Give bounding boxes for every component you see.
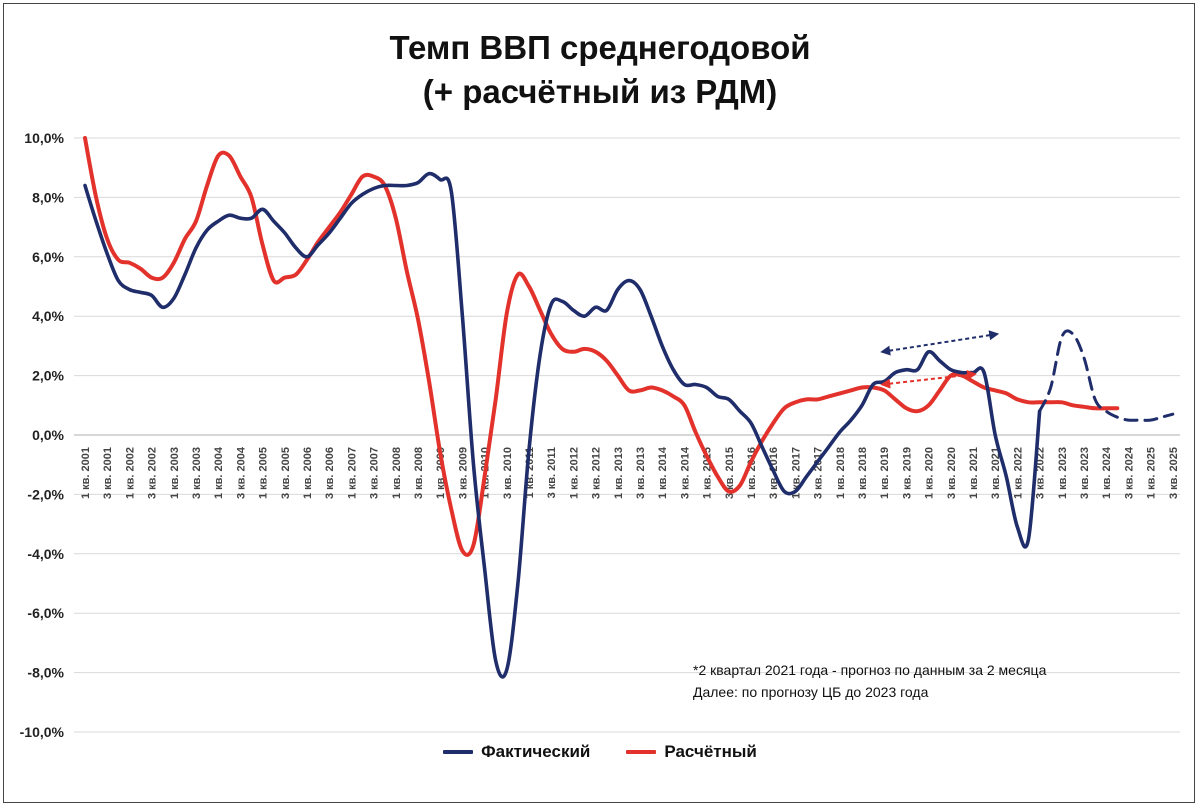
series-line-actual [83,171,1042,679]
x-tick-label: 3 кв. 2021 [990,447,1002,499]
legend-swatch-actual [443,750,474,754]
x-tick-label: 1 кв. 2020 [924,447,936,499]
chart-title: Темп ВВП среднегодовой (+ расчётный из Р… [0,26,1200,114]
legend-item-calculated: Расчётный [626,742,757,762]
x-tick-label: 1 кв. 2025 [1146,447,1158,499]
legend-label-actual: Фактический [481,742,591,761]
x-tick-label: 1 кв. 2018 [835,447,847,499]
x-tick-label: 1 кв. 2019 [879,447,891,499]
x-tick-label: 1 кв. 2006 [302,447,314,499]
x-tick-label: 1 кв. 2008 [391,447,403,499]
x-tick-label: 3 кв. 2010 [502,447,514,499]
x-tick-label: 3 кв. 2009 [457,447,469,499]
note-line1: *2 квартал 2021 года - прогноз по данным… [693,662,1047,678]
x-tick-label: 3 кв. 2024 [1123,446,1135,499]
note-line2: Далее: по прогнозу ЦБ до 2023 года [693,684,929,700]
y-tick-label: 2,0% [32,368,64,384]
y-tick-label: -4,0% [27,546,64,562]
chart-title-line2: (+ расчётный из РДМ) [422,73,778,110]
x-tick-label: 3 кв. 2005 [280,447,292,499]
x-tick-label: 1 кв. 2003 [169,447,181,499]
x-tick-label: 3 кв. 2018 [857,447,869,499]
x-tick-label: 1 кв. 2001 [80,447,92,499]
y-tick-label: 0,0% [32,427,64,443]
grid-lines [74,137,1180,733]
x-tick-label: 1 кв. 2014 [657,446,669,499]
annotation-arrow-actual [880,330,1000,356]
x-tick-label: 3 кв. 2020 [946,447,958,499]
x-tick-label: 3 кв. 2012 [591,447,603,499]
chart-title-line1: Темп ВВП среднегодовой [389,29,811,66]
x-tick-label: 3 кв. 2011 [546,447,558,498]
x-tick-label: 3 кв. 2025 [1168,447,1180,499]
series-lines [83,136,1175,679]
x-tick-label: 1 кв. 2022 [1012,447,1024,499]
y-tick-label: 10,0% [24,130,64,146]
x-tick-label: 1 кв. 2023 [1057,447,1069,499]
x-tick-label: 3 кв. 2015 [724,447,736,499]
annotation-arrow-calculated [880,370,977,389]
x-tick-label: 3 кв. 2023 [1079,447,1091,499]
legend-swatch-calculated [626,750,657,754]
x-tick-label: 3 кв. 2001 [102,447,114,499]
x-tick-label: 1 кв. 2004 [213,446,225,499]
series-line-actual-forecast [1038,329,1175,422]
x-tick-label: 3 кв. 2003 [191,447,203,499]
y-tick-label: 4,0% [32,308,64,324]
x-tick-label: 3 кв. 2019 [901,447,913,499]
x-tick-label: 3 кв. 2008 [413,447,425,499]
y-tick-label: 6,0% [32,249,64,265]
x-tick-label: 1 кв. 2012 [568,447,580,499]
legend: Фактический Расчётный [0,742,1200,762]
x-tick-label: 1 кв. 2021 [968,447,980,499]
x-axis: 1 кв. 2001 3 кв. 2001 1 кв. 2002 3 кв. 2002… [74,434,1180,499]
y-tick-label: -8,0% [27,665,64,681]
x-tick-label: 1 кв. 2016 [746,447,758,499]
chart-frame [3,3,1195,803]
legend-item-actual: Фактический [443,742,590,762]
x-tick-label: 3 кв. 2007 [369,447,381,499]
x-tick-label: 3 кв. 2002 [147,447,159,499]
x-tick-label: 3 кв. 2006 [324,447,336,499]
y-tick-label: -6,0% [27,605,64,621]
x-tick-label: 1 кв. 2002 [124,447,136,499]
y-axis-ticks: 10,0% 8,0% 6,0% 4,0% 2,0% 0,0% -2,0% -4,0% -6,0%… [20,130,65,740]
annotations [880,330,1000,389]
x-tick-label: 1 кв. 2024 [1101,446,1113,499]
y-tick-label: -10,0% [20,724,65,740]
x-tick-label: 1 кв. 2013 [613,447,625,499]
chart-notes: *2 квартал 2021 года - прогноз по данным… [693,659,1046,703]
x-tick-label: 3 кв. 2004 [235,446,247,499]
x-tick-label: 1 кв. 2007 [346,447,358,499]
y-tick-label: -2,0% [27,486,64,502]
x-tick-label: 1 кв. 2005 [258,447,270,499]
x-tick-label: 3 кв. 2014 [679,446,691,499]
x-tick-label: 3 кв. 2013 [635,447,647,499]
legend-label-calculated: Расчётный [664,742,757,761]
y-tick-label: 8,0% [32,189,64,205]
x-tick-label: 3 кв. 2017 [813,447,825,499]
x-tick-label: 1 кв. 2009 [435,447,447,499]
